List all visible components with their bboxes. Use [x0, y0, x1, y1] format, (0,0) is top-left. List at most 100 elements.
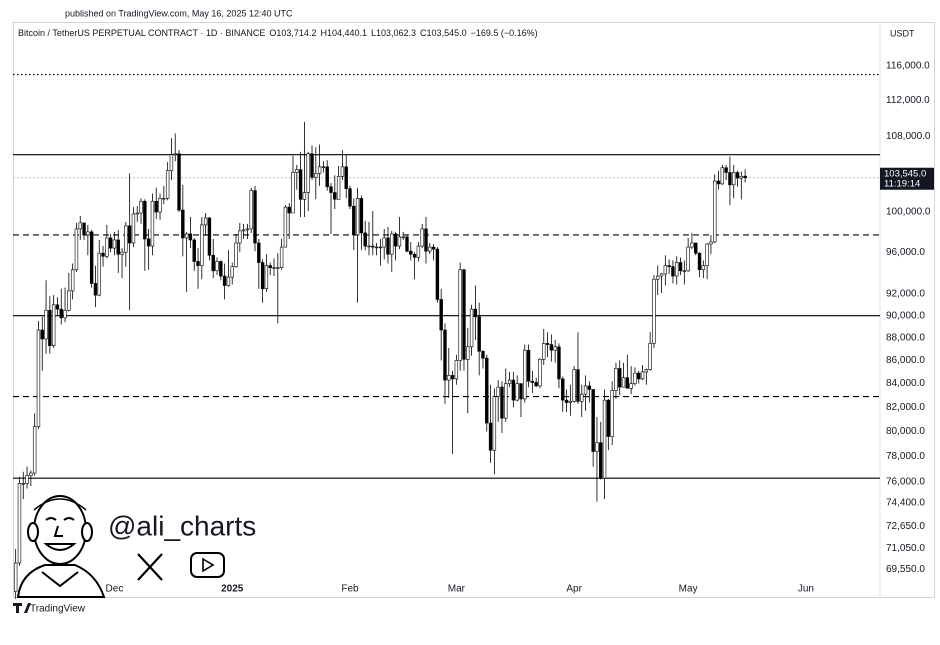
candle-body: [629, 383, 633, 389]
watermark-handle: @ali_charts: [108, 510, 256, 541]
candle-body: [709, 241, 713, 245]
candle-body: [101, 252, 105, 257]
candle-body: [515, 383, 519, 401]
candle-body: [329, 186, 333, 193]
candle-body: [306, 153, 310, 193]
candle-body: [333, 192, 337, 200]
candle-body: [735, 172, 740, 179]
candle-body: [21, 483, 25, 485]
candle-body: [215, 261, 219, 272]
candle-body: [625, 377, 630, 389]
candle-body: [230, 266, 234, 278]
y-tick-label: 86,000.0: [886, 355, 925, 366]
candle-body: [165, 170, 170, 199]
candle-body: [211, 254, 215, 272]
candle-body: [644, 369, 649, 373]
candle-body: [36, 329, 41, 427]
candle-body: [173, 153, 177, 155]
candle-body: [564, 399, 569, 403]
candle-body: [82, 222, 86, 236]
x-tick-label: Mar: [448, 584, 466, 595]
candle-body: [222, 275, 227, 286]
candle-body: [678, 262, 683, 272]
candle-body: [348, 188, 352, 207]
candle-body: [431, 246, 436, 250]
candle-body: [302, 192, 307, 200]
candle-body: [720, 167, 725, 185]
candle-body: [207, 217, 212, 256]
candle-body: [724, 167, 728, 173]
candle-body: [386, 237, 390, 255]
ohlc-change: −169.5 (−0.16%): [471, 28, 538, 38]
price-tag: [880, 167, 934, 190]
candle-body: [78, 222, 82, 230]
candle-body: [481, 351, 485, 359]
candle-body: [621, 377, 626, 388]
candle-body: [580, 393, 584, 402]
y-tick-label: 116,000.0: [886, 61, 930, 72]
footer-brand: TradingView: [30, 604, 86, 615]
x-tick-label: Dec: [106, 584, 124, 595]
candle-body: [614, 368, 618, 391]
candle-body: [139, 200, 143, 214]
candle-body: [245, 228, 250, 231]
candle-body: [648, 343, 652, 370]
candle-body: [469, 308, 474, 348]
candle-body: [219, 261, 223, 277]
youtube-icon: [190, 552, 225, 578]
candle-body: [606, 399, 611, 437]
candle-body: [314, 173, 318, 178]
price-tag-countdown: 11:19:14: [884, 178, 920, 189]
candle-body: [568, 401, 573, 403]
candle-body: [184, 233, 189, 239]
chart-frame: [13, 22, 935, 598]
candle-body: [534, 382, 538, 387]
candle-body: [447, 375, 451, 381]
candle-body: [462, 269, 466, 360]
symbol: Bitcoin / TetherUS PERPETUAL CONTRACT · …: [18, 28, 265, 38]
candle-body: [188, 233, 193, 241]
candle-body: [13, 562, 18, 592]
candle-body: [526, 349, 531, 382]
candle-body: [325, 166, 329, 188]
candle-body: [355, 198, 360, 236]
candle-body: [397, 236, 402, 247]
candle-body: [492, 396, 497, 451]
candle-body: [253, 190, 257, 244]
candle-body: [203, 217, 208, 226]
candle-body: [70, 269, 75, 292]
candle-body: [287, 206, 291, 214]
candle-body: [295, 169, 299, 173]
ohlc-close: C103,545.0: [420, 28, 467, 38]
candle-body: [291, 172, 295, 214]
y-tick-label: 84,000.0: [886, 378, 925, 389]
candle-body: [424, 228, 428, 252]
price-tag-value: 103,545.0: [884, 168, 926, 179]
candle-body: [226, 276, 231, 286]
candle-body: [283, 206, 288, 248]
ohlc-open: O103,714.2: [269, 28, 316, 38]
ohlc-low: L103,062.3: [371, 28, 416, 38]
candle-body: [618, 368, 622, 388]
candle-body: [162, 198, 166, 200]
candle-body: [382, 237, 386, 248]
candle-body: [196, 261, 200, 266]
candle-body: [177, 153, 181, 211]
candle-body: [439, 299, 443, 331]
candle-body: [25, 475, 29, 484]
candle-body: [416, 245, 421, 258]
candle-body: [390, 233, 394, 255]
candle-body: [591, 389, 595, 452]
candle-body: [466, 346, 470, 360]
candle-body: [701, 265, 706, 271]
candle-body: [374, 246, 379, 249]
candle-body: [675, 262, 679, 277]
candle-body: [363, 232, 367, 247]
candle-body: [705, 243, 709, 266]
candle-body: [519, 383, 523, 400]
x-tick-label: Apr: [566, 584, 582, 595]
candle-body: [409, 250, 413, 255]
candle-body: [112, 239, 117, 249]
y-tick-label: 74,400.0: [886, 498, 925, 509]
candle-body: [663, 265, 668, 275]
